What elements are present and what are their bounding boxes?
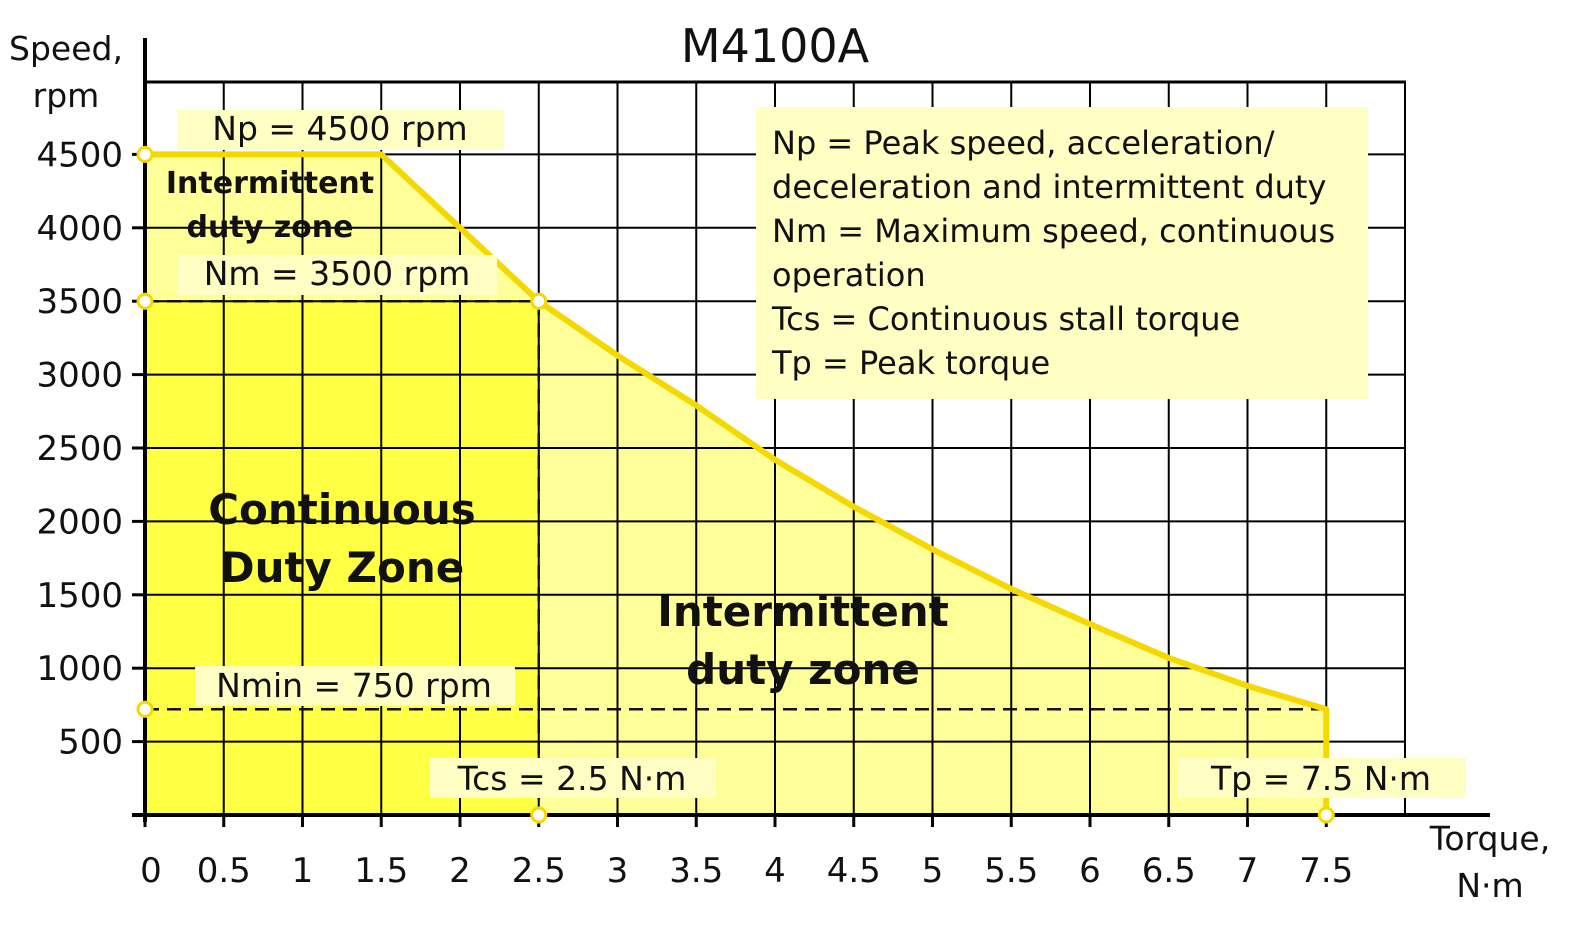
x-tick-label: 1 <box>292 851 314 891</box>
x-tick-label: 7 <box>1237 851 1259 891</box>
y-tick-label: 4500 <box>36 135 123 175</box>
intermittent-boundary-line <box>145 151 1330 815</box>
y-tick-label: 2500 <box>36 429 123 469</box>
continuous-zone-label-line-1: Continuous <box>208 485 476 534</box>
y-tick-label: 1000 <box>36 649 123 689</box>
legend-box <box>756 107 1368 399</box>
x-tick-label: 7.5 <box>1299 851 1353 891</box>
np-marker <box>136 145 154 163</box>
legend-line-1: Np = Peak speed, acceleration/ <box>772 124 1275 162</box>
tcs-marker <box>530 806 548 824</box>
x-tick-label: 5.5 <box>984 851 1038 891</box>
x-tick-label: 0.5 <box>197 851 251 891</box>
y-axis-label-line-2: rpm <box>33 76 100 115</box>
x-tick-label: 1.5 <box>354 851 408 891</box>
legend-line-5: Tcs = Continuous stall torque <box>771 300 1240 338</box>
x-tick-label: 2.5 <box>512 851 566 891</box>
y-tick-label: 2000 <box>36 502 123 542</box>
x-axis-label-line-1: Torque, <box>1429 819 1550 858</box>
nm-label: Nm = 3500 rpm <box>204 254 471 293</box>
nm-tcs-marker <box>530 292 548 310</box>
legend-line-3: Nm = Maximum speed, continuous <box>772 212 1335 250</box>
y-tick-label: 500 <box>58 723 123 763</box>
x-tick-label: 4 <box>764 851 786 891</box>
intermittent-zone-large-label-line-1: Intermittent <box>657 587 949 636</box>
nm-marker <box>136 292 154 310</box>
x-tick-label: 5 <box>922 851 944 891</box>
x-tick-label: 6 <box>1079 851 1101 891</box>
intermittent-zone-large-label-line-2: duty zone <box>686 645 920 694</box>
nm-label-box <box>177 255 497 295</box>
tcs-label-box <box>430 758 716 798</box>
x-tick-label: 4.5 <box>827 851 881 891</box>
continuous-zone-area <box>145 301 539 815</box>
tp-marker <box>1317 806 1335 824</box>
x-axis-label-line-2: N·m <box>1456 866 1523 905</box>
chart-title: M4100A <box>681 19 870 73</box>
tp-label: Tp = 7.5 N·m <box>1210 759 1431 798</box>
np-label: Np = 4500 rpm <box>212 109 467 148</box>
x-tick-label: 0 <box>140 851 162 891</box>
np-label-box <box>177 110 504 150</box>
y-tick-label: 4000 <box>36 209 123 249</box>
y-axis-label-line-1: Speed, <box>9 29 123 68</box>
tp-label-box <box>1178 758 1466 798</box>
y-tick-label: 1500 <box>36 576 123 616</box>
nmin-label: Nmin = 750 rpm <box>216 666 492 705</box>
y-tick-label: 3500 <box>36 282 123 322</box>
y-tick-label: 3000 <box>36 356 123 396</box>
tcs-label: Tcs = 2.5 N·m <box>457 759 687 798</box>
nmin-marker <box>136 700 154 718</box>
x-tick-label: 6.5 <box>1142 851 1196 891</box>
continuous-zone-label-line-2: Duty Zone <box>220 543 465 592</box>
legend-line-4: operation <box>772 256 926 294</box>
x-tick-label: 3.5 <box>669 851 723 891</box>
nmin-label-box <box>195 666 515 706</box>
legend-line-2: deceleration and intermittent duty <box>772 168 1326 206</box>
intermittent-zone-small-label-line-2: duty zone <box>187 210 354 245</box>
x-tick-label: 3 <box>607 851 629 891</box>
legend-line-6: Tp = Peak torque <box>771 344 1050 382</box>
x-tick-label: 2 <box>449 851 471 891</box>
intermittent-zone-small-label-line-1: Intermittent <box>166 166 374 201</box>
